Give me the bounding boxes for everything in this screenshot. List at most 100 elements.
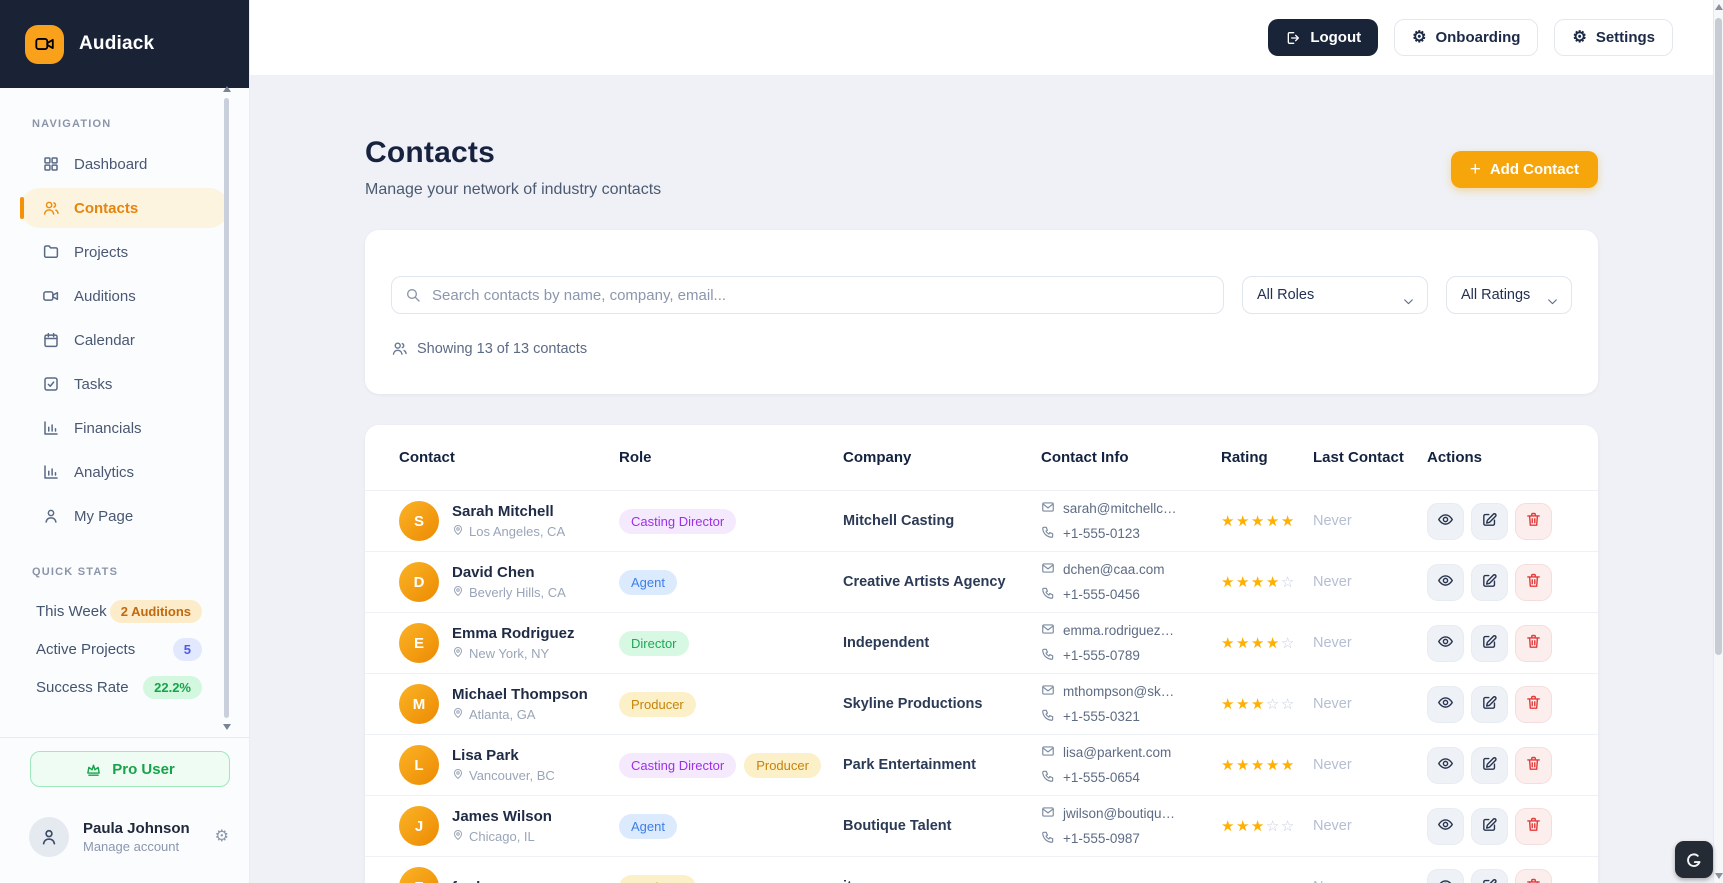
view-contact-button[interactable] (1427, 807, 1464, 845)
stats-section-label: QUICK STATS (32, 566, 119, 578)
scroll-down-arrow-icon[interactable] (1715, 873, 1723, 879)
users-icon (42, 199, 60, 217)
trash-icon (1525, 633, 1542, 653)
contact-phone: +1-555-0321 (1041, 708, 1221, 725)
sidebar-item-calendar[interactable]: Calendar (20, 320, 229, 360)
scroll-down-arrow-icon[interactable] (223, 724, 231, 730)
sidebar-item-label: My Page (74, 507, 134, 525)
brand-name: Audiack (79, 33, 155, 54)
contact-name: fred (452, 879, 480, 883)
edit-contact-button[interactable] (1471, 746, 1508, 784)
avatar (29, 817, 69, 857)
view-contact-button[interactable] (1427, 563, 1464, 601)
edit-contact-button[interactable] (1471, 563, 1508, 601)
column-header-contact-info: Contact Info (1041, 449, 1129, 466)
contact-avatar: J (399, 806, 439, 846)
eye-icon (1437, 511, 1454, 531)
contact-avatar: S (399, 501, 439, 541)
page-title: Contacts (365, 136, 495, 169)
company-name: Creative Artists Agency (843, 574, 1006, 590)
delete-contact-button[interactable] (1515, 624, 1552, 662)
contact-name: Emma Rodriguez (452, 625, 575, 642)
add-contact-button[interactable]: + Add Contact (1450, 151, 1598, 188)
edit-contact-button[interactable] (1471, 624, 1508, 662)
column-header-rating: Rating (1221, 449, 1268, 466)
eye-icon (1437, 694, 1454, 714)
user-account[interactable]: Paula Johnson Manage account ⚙ (29, 817, 229, 857)
map-pin-icon (452, 707, 464, 722)
sidebar-item-contacts[interactable]: Contacts (20, 188, 229, 228)
page-scrollbar-thumb[interactable] (1715, 18, 1722, 655)
sidebar-item-projects[interactable]: Projects (20, 232, 229, 272)
mail-icon (1041, 744, 1055, 761)
search-input[interactable] (391, 276, 1224, 314)
logout-label: Logout (1310, 29, 1362, 46)
view-contact-button[interactable] (1427, 868, 1464, 883)
view-contact-button[interactable] (1427, 685, 1464, 723)
filter-card: All Roles All Ratings Showing 13 of 13 c… (365, 230, 1598, 394)
table-row: M Michael Thompson Atlanta, GA Producer … (365, 674, 1598, 735)
onboarding-button[interactable]: ⚙ Onboarding (1394, 19, 1539, 56)
sidebar-item-dashboard[interactable]: Dashboard (20, 144, 229, 184)
sidebar-item-label: Dashboard (74, 155, 148, 173)
delete-contact-button[interactable] (1515, 502, 1552, 540)
mail-icon (1041, 683, 1055, 700)
sidebar-item-label: Analytics (74, 463, 135, 481)
scroll-up-arrow-icon[interactable] (1715, 4, 1723, 10)
rating-stars: ★★★☆☆ (1221, 817, 1296, 835)
contact-location: Atlanta, GA (452, 707, 588, 722)
last-contact: Never (1313, 635, 1352, 651)
scroll-up-arrow-icon[interactable] (223, 86, 231, 92)
user-subtitle: Manage account (83, 839, 180, 854)
pro-user-badge[interactable]: Pro User (30, 751, 230, 787)
role-badge: Producer (744, 752, 821, 778)
table-row: L Lisa Park Vancouver, BC Casting Direct… (365, 735, 1598, 796)
page-scrollbar[interactable] (1713, 0, 1723, 883)
sidebar-divider (0, 737, 249, 738)
rating-filter-select[interactable]: All Ratings (1446, 276, 1572, 314)
contact-avatar: F (399, 867, 439, 883)
role-badge: Casting Director (619, 752, 737, 778)
check-square-icon (42, 375, 60, 393)
sidebar-item-tasks[interactable]: Tasks (20, 364, 229, 404)
mail-icon (1041, 500, 1055, 517)
contact-email: emma.rodriguez… (1041, 622, 1221, 639)
role-filter-select[interactable]: All Roles (1242, 276, 1428, 314)
delete-contact-button[interactable] (1515, 685, 1552, 723)
contact-name: David Chen (452, 564, 535, 581)
sidebar-item-auditions[interactable]: Auditions (20, 276, 229, 316)
contact-avatar: M (399, 684, 439, 724)
sidebar-scrollbar[interactable] (223, 86, 231, 730)
pro-user-label: Pro User (112, 760, 175, 778)
eye-icon (1437, 755, 1454, 775)
gear-icon: ⚙ (1572, 28, 1587, 46)
delete-contact-button[interactable] (1515, 563, 1552, 601)
view-contact-button[interactable] (1427, 746, 1464, 784)
view-contact-button[interactable] (1427, 502, 1464, 540)
folder-icon (42, 243, 60, 261)
sidebar-item-analytics[interactable]: Analytics (20, 452, 229, 492)
rating-stars: ★★★☆☆ (1221, 695, 1296, 713)
settings-button[interactable]: ⚙ Settings (1554, 19, 1673, 56)
logout-button[interactable]: Logout (1268, 19, 1379, 56)
sidebar-scrollbar-thumb[interactable] (224, 98, 229, 718)
table-body: S Sarah Mitchell Los Angeles, CA Casting… (365, 491, 1598, 883)
edit-contact-button[interactable] (1471, 807, 1508, 845)
edit-contact-button[interactable] (1471, 502, 1508, 540)
extension-badge[interactable] (1675, 841, 1713, 878)
account-settings-gear-icon[interactable]: ⚙ (214, 828, 229, 845)
sidebar-item-my-page[interactable]: My Page (20, 496, 229, 536)
view-contact-button[interactable] (1427, 624, 1464, 662)
contacts-table: Contact Role Company Contact Info Rating Last… (365, 425, 1598, 883)
delete-contact-button[interactable] (1515, 868, 1552, 883)
map-pin-icon (452, 768, 464, 783)
phone-icon (1041, 647, 1055, 664)
phone-icon (1041, 525, 1055, 542)
delete-contact-button[interactable] (1515, 746, 1552, 784)
edit-contact-button[interactable] (1471, 868, 1508, 883)
brand-header: Audiack (0, 0, 249, 88)
delete-contact-button[interactable] (1515, 807, 1552, 845)
sidebar-item-financials[interactable]: Financials (20, 408, 229, 448)
company-name: Boutique Talent (843, 818, 952, 834)
edit-contact-button[interactable] (1471, 685, 1508, 723)
